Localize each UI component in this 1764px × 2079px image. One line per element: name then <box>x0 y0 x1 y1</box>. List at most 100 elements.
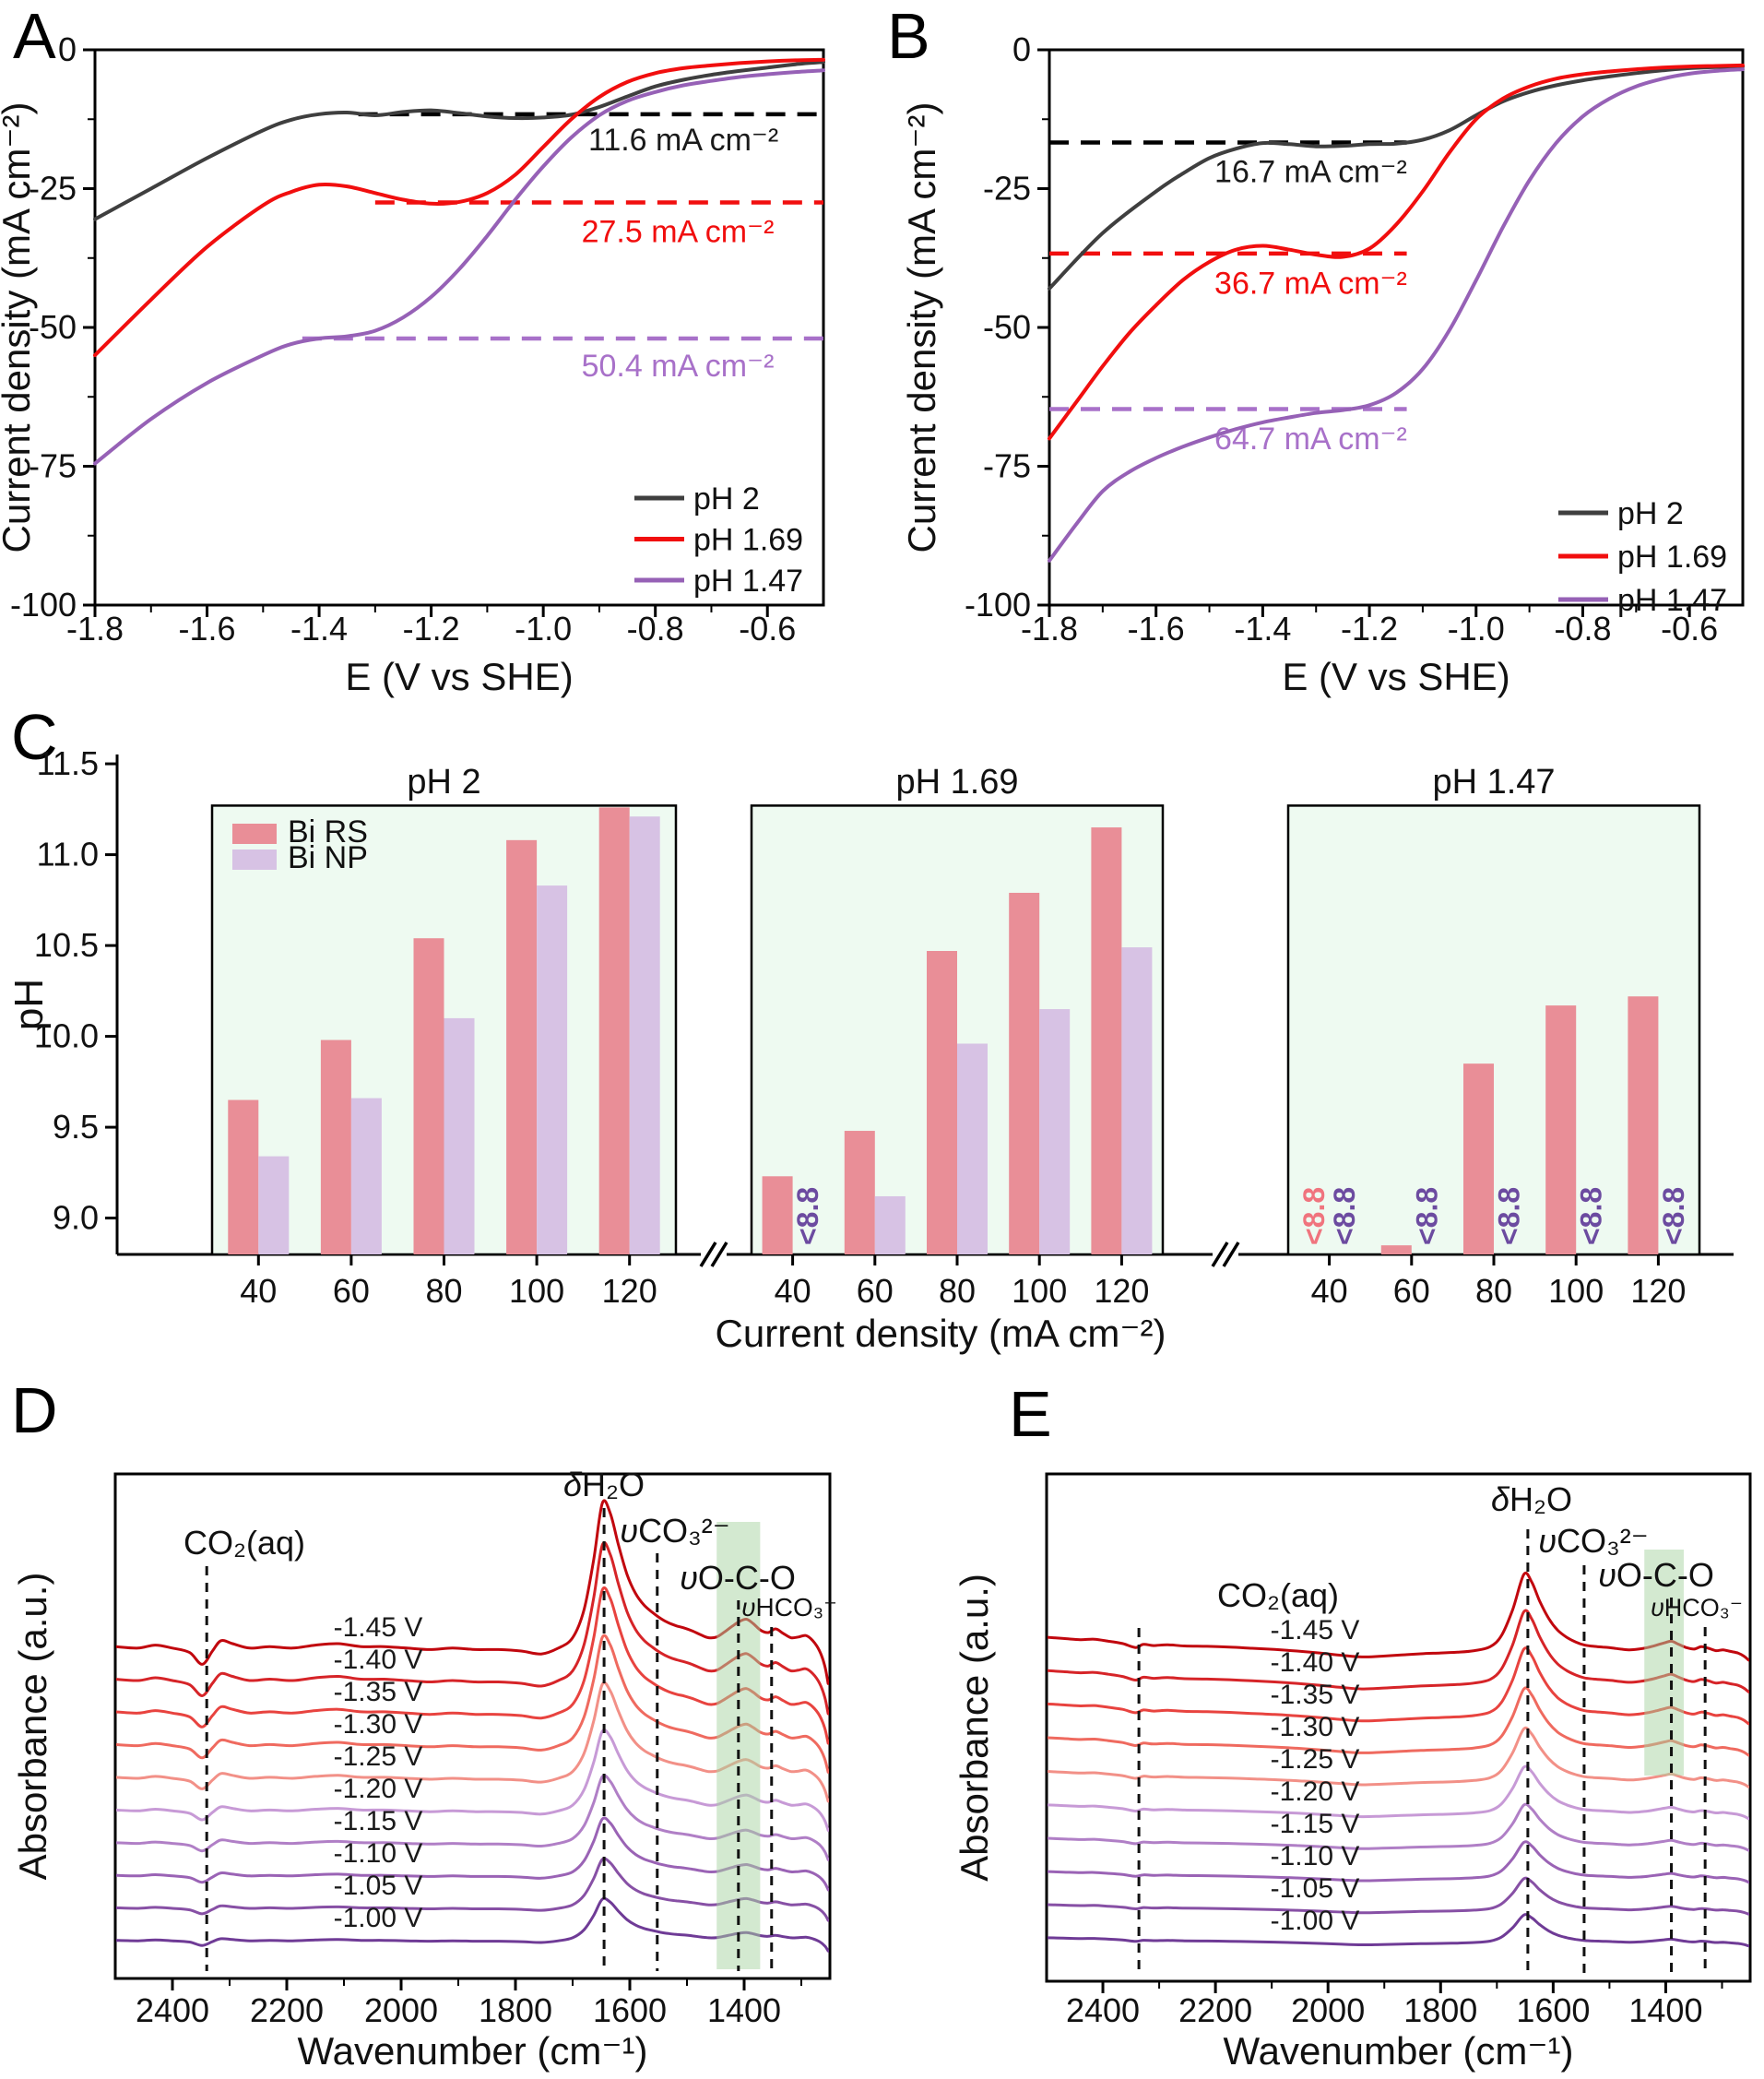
x-tick-label: 2200 <box>1178 1991 1252 2029</box>
spectrum-curve--1.00V <box>1048 1913 1749 1948</box>
potential-label: -1.45 V <box>1271 1615 1360 1645</box>
peak-annotation: υHCO₃⁻ <box>741 1593 837 1622</box>
category-label: 100 <box>509 1272 564 1310</box>
spectrum-curve--1.45V <box>116 1499 829 1685</box>
bar-Bi-RS <box>844 1131 875 1254</box>
bar-Bi-NP <box>957 1043 988 1254</box>
limiting-current-label: 11.6 mA cm⁻² <box>588 123 778 158</box>
spectrum-curve--1.20V <box>116 1729 829 1832</box>
peak-annotation: CO₂(aq) <box>1217 1576 1339 1614</box>
lsv-curve-pH-1.47 <box>93 68 825 466</box>
potential-label: -1.00 V <box>1271 1906 1360 1936</box>
x-tick-label: 2000 <box>364 1991 438 2029</box>
spectrum-curve--1.05V <box>116 1857 829 1922</box>
spectrum-curve--1.25V <box>116 1681 829 1803</box>
potential-label: -1.25 V <box>1271 1744 1360 1775</box>
lsv-curve-pH-1.69 <box>1048 63 1745 441</box>
group-title: pH 1.69 <box>895 763 1018 802</box>
below-detection-label: <8.8 <box>1657 1187 1690 1245</box>
y-axis-title: Current density (mA cm⁻²) <box>0 102 38 553</box>
legend-label: pH 1.47 <box>693 564 803 599</box>
oco-highlight-band <box>716 1522 761 1969</box>
spectrum-curve--1.30V <box>1048 1686 1749 1757</box>
x-tick-label: 1600 <box>593 1991 667 2029</box>
y-axis-title: pH <box>6 979 52 1030</box>
category-label: 80 <box>1475 1272 1512 1310</box>
curves-group <box>116 1499 829 1953</box>
potential-label: -1.15 V <box>1271 1809 1360 1839</box>
below-detection-label: <8.8 <box>1297 1187 1331 1245</box>
bar-Bi-RS <box>927 951 957 1254</box>
panel-b-letter: B <box>887 0 930 72</box>
axis-break-gap <box>1213 1252 1238 1257</box>
x-tick-label: -1.0 <box>1448 610 1505 647</box>
potential-label: -1.35 V <box>334 1677 423 1707</box>
x-axis-title: Current density (mA cm⁻²) <box>716 1312 1166 1355</box>
below-detection-label: <8.8 <box>1493 1187 1526 1245</box>
limiting-current-label: 36.7 mA cm⁻² <box>1214 266 1407 301</box>
legend-label: pH 1.69 <box>1617 540 1727 575</box>
x-tick-label: 1400 <box>1628 1991 1702 2029</box>
limiting-current-label: 16.7 mA cm⁻² <box>1214 154 1407 189</box>
below-detection-label: <8.8 <box>791 1187 824 1245</box>
x-axis-title: Wavenumber (cm⁻¹) <box>298 2029 648 2073</box>
x-tick-label: -0.8 <box>1554 610 1611 647</box>
bar-Bi-NP <box>1121 947 1153 1254</box>
oco-highlight-band <box>1644 1550 1684 1776</box>
x-tick-label: -1.6 <box>179 610 236 647</box>
spectrum-curve--1.10V <box>116 1816 829 1892</box>
peak-annotation: υCO₃²⁻ <box>620 1512 729 1550</box>
category-label: 40 <box>775 1272 811 1310</box>
bar-Bi-RS <box>1009 892 1040 1254</box>
bar-Bi-RS <box>762 1176 793 1254</box>
y-tick-label: -100 <box>965 586 1031 624</box>
curves-group <box>1048 1571 1749 1948</box>
potential-label: -1.25 V <box>334 1741 423 1772</box>
category-label: 60 <box>1393 1272 1430 1310</box>
y-tick-label: 11.5 <box>37 744 99 782</box>
limiting-current-label: 50.4 mA cm⁻² <box>582 349 775 384</box>
spectrum-curve--1.25V <box>1048 1726 1749 1788</box>
lsv-curve-pH-2 <box>93 60 825 221</box>
category-label: 40 <box>240 1272 277 1310</box>
legend-label: Bi NP <box>288 840 368 875</box>
category-label: 100 <box>1548 1272 1604 1310</box>
x-tick-label: 1600 <box>1516 1991 1590 2029</box>
x-tick-label: 1400 <box>707 1991 781 2029</box>
spectrum-curve--1.40V <box>116 1541 829 1716</box>
spectrum-curve--1.05V <box>1048 1876 1749 1916</box>
bar-Bi-RS <box>1628 996 1659 1254</box>
bar-Bi-RS <box>228 1099 259 1254</box>
x-tick-label: 1800 <box>1403 1991 1477 2029</box>
potential-label: -1.45 V <box>334 1612 423 1643</box>
category-label: 80 <box>425 1272 462 1310</box>
spectrum-curve--1.30V <box>116 1634 829 1774</box>
potential-label: -1.00 V <box>334 1903 423 1933</box>
peak-annotation: υCO₃²⁻ <box>1538 1522 1648 1560</box>
below-detection-label: <8.8 <box>1575 1187 1608 1245</box>
x-tick-label: -1.2 <box>403 610 460 647</box>
bar-Bi-NP <box>350 1098 382 1254</box>
panel-d-letter: D <box>11 1374 58 1446</box>
legend-label: pH 2 <box>1617 496 1684 531</box>
peak-annotation: υHCO₃⁻ <box>1651 1594 1743 1622</box>
spectrum-curve--1.35V <box>116 1586 829 1745</box>
bar-Bi-RS <box>413 938 444 1254</box>
potential-label: -1.05 V <box>1271 1873 1360 1904</box>
potential-label: -1.30 V <box>334 1709 423 1740</box>
y-tick-label: 10.5 <box>34 926 99 964</box>
y-axis-title: Absorbance (a.u.) <box>11 1573 54 1881</box>
potential-label: -1.30 V <box>1271 1712 1360 1742</box>
x-axis-title: E (V vs SHE) <box>1282 655 1509 698</box>
panel-e-spectra-chart: 2400 2200 2000 1800 1600 1400 Wavenumber (cm⁻¹… <box>953 1472 1752 2073</box>
legend-label: pH 1.47 <box>1617 583 1727 618</box>
x-tick-label: -1.0 <box>515 610 572 647</box>
x-tick-label: 2400 <box>136 1991 209 2029</box>
x-tick-label: -1.4 <box>1234 610 1291 647</box>
legend-label: pH 2 <box>693 481 760 517</box>
y-tick-label: -75 <box>29 447 77 485</box>
bar-Bi-RS <box>1463 1063 1494 1254</box>
axis-break-gap <box>701 1252 727 1257</box>
spectrum-curve--1.15V <box>116 1774 829 1861</box>
y-tick-label: -75 <box>983 447 1031 485</box>
